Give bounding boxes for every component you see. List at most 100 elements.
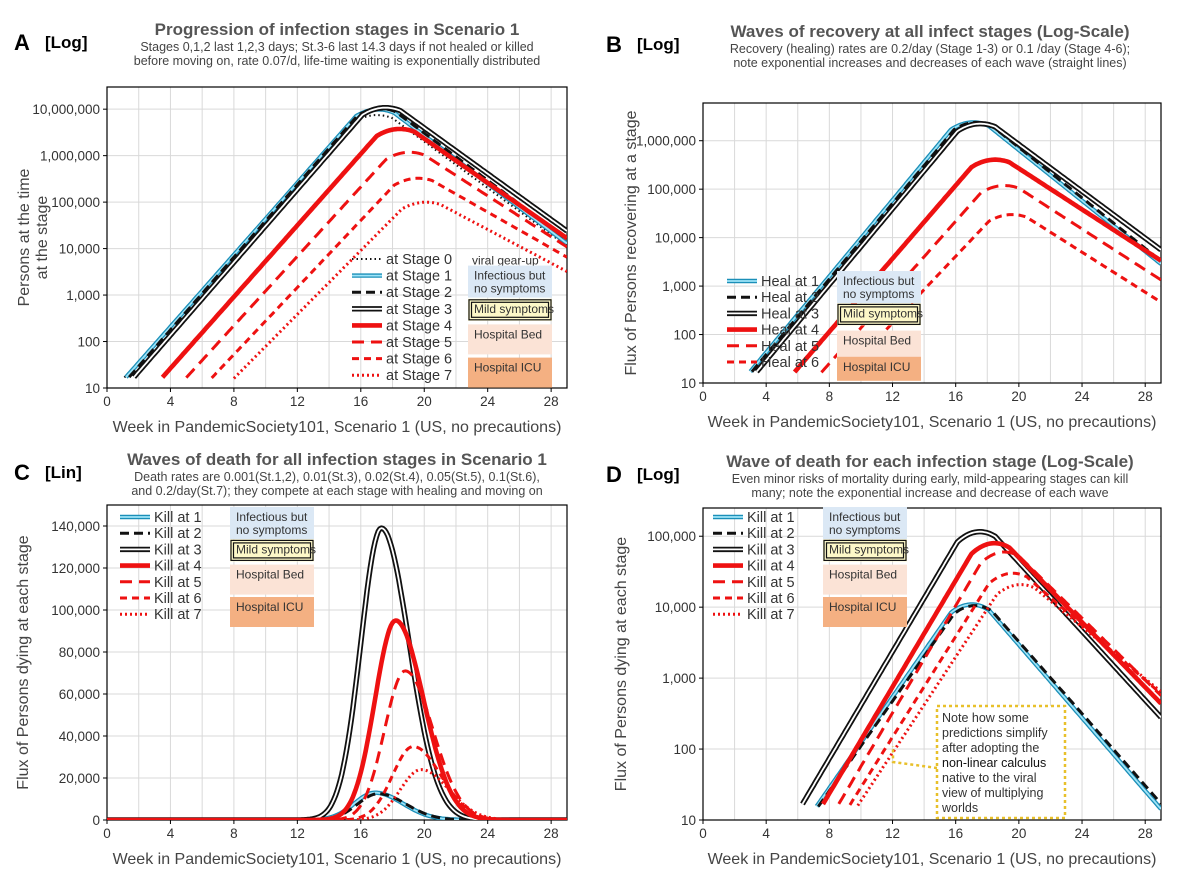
panel-a-series-line <box>123 114 567 379</box>
panel-d-y-tick-label: 100,000 <box>647 529 696 544</box>
panel-c-scale-tag: [Lin] <box>45 463 82 482</box>
panel-a-x-axis: 0 4 8 12 16 20 24 28 <box>103 388 559 409</box>
panel-a-x-tick-label: 8 <box>230 394 238 409</box>
panel-d-legend-item: Kill at 6 <box>713 591 795 607</box>
panel-c-x-tick-label: 4 <box>167 826 175 841</box>
panel-c-legend-label: Kill at 5 <box>154 575 202 591</box>
panel-a-y-tick-label: 1,000,000 <box>40 149 100 164</box>
panel-c-box-mild-border-outer <box>230 539 314 562</box>
panel-c-x-tick-label: 20 <box>417 826 432 841</box>
panel-b-box-mild-border-outer <box>837 303 921 325</box>
panel-d-plot-frame <box>702 507 1162 821</box>
panel-b-x-tick-label: 24 <box>1075 389 1091 404</box>
panel-d-x-tick-label: 20 <box>1011 826 1026 841</box>
panel-b-legend-label: Heal at 4 <box>761 323 819 339</box>
panel-d-box-mild-bg <box>823 539 907 562</box>
panel-d-series-line <box>817 604 1161 808</box>
panel-c-y-tick-label: 140,000 <box>51 519 100 534</box>
panel-c-legend-item: Kill at 7 <box>120 607 202 623</box>
panel-a-y-label-line: Persons at the time <box>16 168 33 306</box>
panel-a-series-7 <box>210 176 567 379</box>
panel-d-note-line: predictions simplify <box>942 726 1048 740</box>
panel-a-y-tick-label: 100,000 <box>51 195 100 210</box>
panel-d-box-hospital-icu-label-0: Hospital ICU <box>829 600 896 614</box>
panel-b: 0 4 8 12 16 20 24 28 10 100 1,000 10,000 100,000 1,00… <box>606 22 1162 431</box>
panel-b-subtitle-1: note exponential increases and decreases… <box>733 56 1126 70</box>
panel-d-series-line <box>848 571 1161 806</box>
panel-d-legend-label: Kill at 5 <box>747 575 795 591</box>
panel-d-note-line: native to the viral <box>942 771 1037 785</box>
panel-a-y-tick-label: 1,000 <box>66 288 100 303</box>
panel-c-box-hospital-bed: Hospital Bed <box>230 564 314 595</box>
panel-b-legend-label: Heal at 2 <box>761 290 819 306</box>
panel-d-legend-item: Kill at 3 <box>713 542 795 558</box>
panel-b-x-axis: 0 4 8 12 16 20 24 28 <box>699 383 1153 404</box>
panel-d-legend-item: Kill at 5 <box>713 575 795 591</box>
panel-b-box-hospital-bed: Hospital Bed <box>837 330 921 359</box>
panel-c-box-mild-bg <box>230 539 314 562</box>
panel-d-box-mild-border-outer <box>823 539 907 562</box>
panel-a-box-mild-label-0: Mild symptoms <box>474 302 554 316</box>
panel-d-note-line: view of multiplying <box>942 786 1043 800</box>
panel-b-plot-frame <box>702 102 1162 384</box>
panel-d-x-label: Week in PandemicSociety101, Scenario 1 (… <box>708 851 1157 868</box>
panel-d-x-axis: 0 4 8 12 16 20 24 28 <box>699 820 1153 841</box>
panel-c-box-hospital-bed-bg <box>230 564 314 595</box>
panel-c-legend-label: Kill at 3 <box>154 542 202 558</box>
panel-c-y-tick-label: 100,000 <box>51 603 100 618</box>
panel-b-x-tick-label: 0 <box>699 389 707 404</box>
panel-d-x-tick-label: 16 <box>948 826 963 841</box>
panel-c-legend-label: Kill at 4 <box>154 559 202 575</box>
panel-a-x-tick-label: 12 <box>290 394 305 409</box>
panel-d-scale-tag: [Log] <box>637 465 679 484</box>
panel-a-box-hospital-icu-label-0: Hospital ICU <box>474 361 541 375</box>
panel-a-box-infectious-label-1: no symptoms <box>474 282 545 296</box>
panel-c-subtitle-0: Death rates are 0.001(St.1,2), 0.01(St.3… <box>134 470 540 484</box>
panel-d-series-line <box>801 530 1161 805</box>
panel-c-legend-item: Kill at 1 <box>120 510 202 526</box>
panel-b-y-tick-label: 100 <box>673 328 696 343</box>
panel-b-y-label: Flux of Persons recovering at a stage <box>623 110 640 375</box>
panel-c-box-hospital-icu-bg <box>230 597 314 627</box>
panel-a-series-line <box>133 106 567 378</box>
panel-a-x-tick-label: 16 <box>353 394 368 409</box>
panel-b-y-tick-label: 10 <box>681 376 696 391</box>
panel-d-x-tick-label: 12 <box>885 826 900 841</box>
panel-b-y-label-line: Flux of Persons recovering at a stage <box>623 110 640 375</box>
panel-d-legend-item: Kill at 4 <box>713 559 795 575</box>
panel-d: 0 4 8 12 16 20 24 28 10 100 1,000 10,000 100,000 Kill… <box>606 452 1162 868</box>
panel-d-series-group <box>800 529 1161 811</box>
panel-b-series-2 <box>750 120 1161 373</box>
panel-d-x-tick-label: 4 <box>762 826 770 841</box>
panel-a-y-tick-label: 10 <box>85 381 100 396</box>
panel-b-series-line <box>750 120 1161 373</box>
panel-b-box-mild-bg <box>837 303 921 326</box>
panel-a-legend-item: at Stage 6 <box>352 352 452 368</box>
panel-d-note-line: non-linear calculus <box>942 756 1046 770</box>
panel-b-y-axis: 10 100 1,000 10,000 100,000 1,000,000 <box>636 134 703 391</box>
panel-c-box-infectious-label-1: no symptoms <box>236 523 307 537</box>
panel-b-legend-item: Heal at 4 <box>727 323 819 339</box>
panel-d-legend-label: Kill at 2 <box>747 526 795 542</box>
panel-a-box-mild-border-inner <box>470 301 550 318</box>
panel-b-scale-tag: [Log] <box>637 35 679 54</box>
panel-d-legend-label: Kill at 7 <box>747 607 795 623</box>
panel-a-legend-label: at Stage 2 <box>386 285 452 301</box>
panel-c-x-tick-label: 24 <box>480 826 496 841</box>
panel-d-legend-label: Kill at 6 <box>747 591 795 607</box>
panel-c-series-7 <box>107 768 567 820</box>
panel-c-y-label-line: Flux of Persons dying at each stage <box>15 535 32 789</box>
panel-d-series-line <box>856 583 1161 807</box>
panel-b-subtitle-0: Recovery (healing) rates are 0.2/day (St… <box>730 42 1130 56</box>
panel-c-box-mild: Mild symptoms <box>230 539 316 562</box>
panel-c-box-mild-border-inner <box>232 542 312 559</box>
panel-a-box-mild-bg <box>468 298 552 321</box>
panel-c-legend-label: Kill at 6 <box>154 591 202 607</box>
panel-b-box-hospital-icu: Hospital ICU <box>837 356 921 381</box>
panel-d-subtitle-1: many; note the exponential increase and … <box>751 486 1108 500</box>
panel-d-series-line <box>837 550 1161 805</box>
panel-d-series-7 <box>856 583 1161 807</box>
panel-d-box-mild: Mild symptoms <box>823 539 909 562</box>
